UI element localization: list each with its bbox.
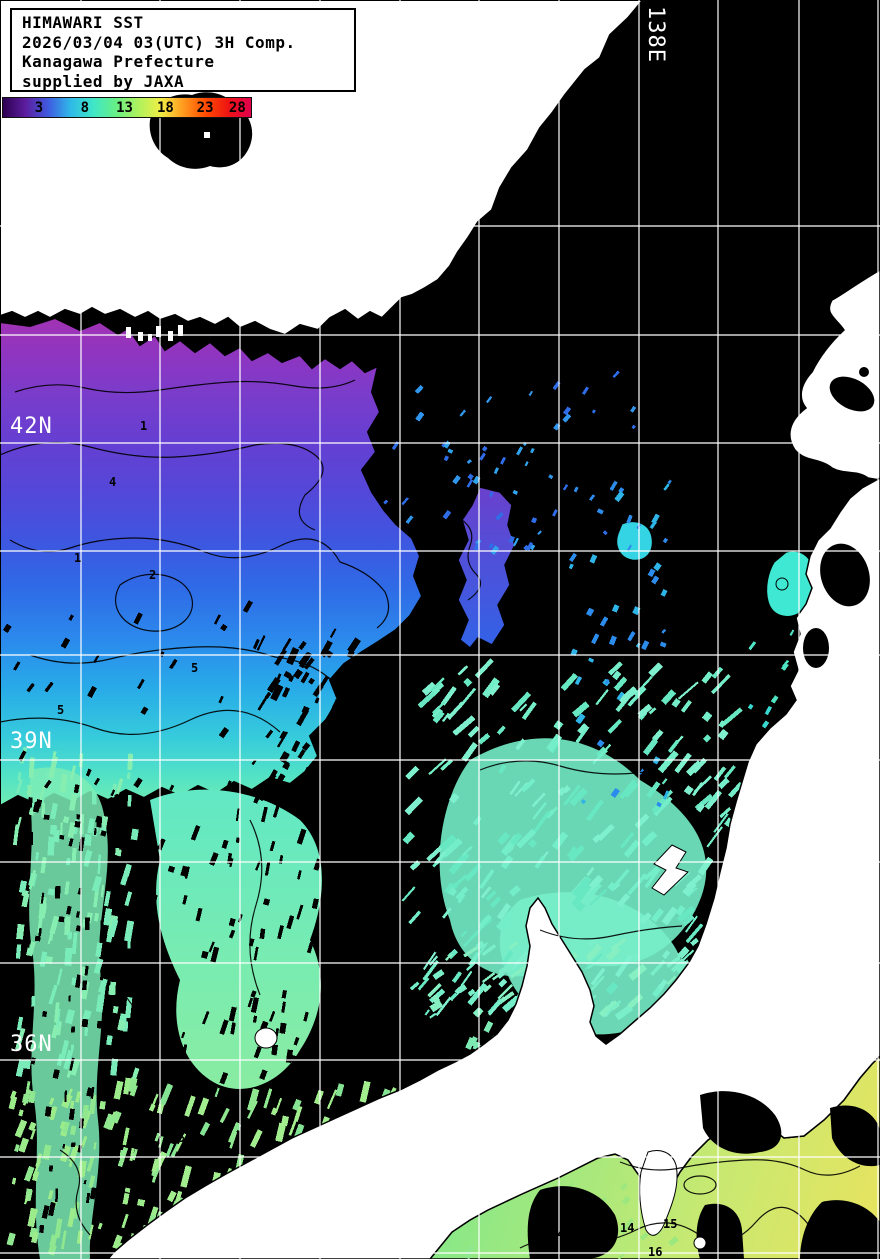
contour-value-label: 2 (149, 568, 157, 582)
mint-sst-mass-left (150, 789, 322, 1089)
islet-bay-2 (204, 132, 210, 138)
detached-purple-sst-patch (457, 486, 516, 650)
colorbar-tick-label: 18 (157, 100, 174, 116)
nodata-hole-tohoku (803, 628, 829, 668)
colorbar-tick-label: 28 (228, 100, 246, 116)
land-hokkaido-sw (789, 269, 880, 481)
temperature-colorbar: 3 8 13 18 23 28 (2, 97, 252, 118)
colorbar-tick-label: 13 (116, 100, 133, 116)
contour-value-label: 15 (663, 1217, 678, 1231)
contour-loop-east-patch (775, 577, 789, 591)
land-honshu (107, 477, 880, 1259)
colorbar-tick-label: 23 (196, 100, 214, 116)
latitude-label: 39N (10, 729, 53, 754)
nodata-sagami-west (527, 1186, 619, 1259)
contour-value-label: 14 (620, 1221, 635, 1235)
nodata-pacific-1 (696, 1203, 744, 1259)
contour-value-label: 1 (428, 417, 436, 431)
latitude-label: 36N (10, 1032, 53, 1057)
title-line-region: Kanagawa Prefecture (22, 52, 215, 71)
nodata-mutsu-bay (820, 543, 870, 607)
longitude-label: 138E (643, 6, 668, 63)
coast-harbor-specks (126, 325, 183, 341)
island-oki (254, 1027, 278, 1049)
nodata-kashima (830, 1105, 880, 1167)
contour-value-label: 5 (191, 661, 199, 675)
nodata-hole-hokkaido (829, 376, 875, 412)
contour-value-label: 5 (178, 1131, 186, 1145)
islet-izu-oshima (693, 1236, 707, 1250)
colorbar-tick-label: 3 (34, 100, 44, 116)
nodata-pacific-corner (800, 1200, 880, 1259)
title-line-source: supplied by JAXA (22, 71, 185, 91)
cyan-sst-patch-mid (616, 521, 653, 561)
title-box: HIMAWARI SST 2026/03/04 03(UTC) 3H Comp.… (10, 8, 356, 92)
latitude-label: 42N (10, 414, 53, 439)
contour-value-label: 14 (550, 1227, 565, 1241)
title-line-datetime: 2026/03/04 03(UTC) 3H Comp. (22, 32, 296, 52)
contour-value-label: 16 (648, 1245, 663, 1259)
contour-value-label: 15 (733, 1130, 748, 1144)
island-sado (651, 844, 689, 896)
contour-value-label: 1 (74, 551, 82, 565)
colorbar-tick-label: 8 (80, 100, 90, 116)
title-line-product: HIMAWARI SST (22, 13, 144, 32)
sst-contour-lines (0, 379, 861, 1249)
nodata-dot-hokkaido (859, 367, 869, 377)
contour-value-label: 1 (140, 419, 148, 433)
islet-small-1 (724, 1052, 732, 1060)
contour-value-label: 5 (57, 703, 65, 717)
contour-value-label: 4 (109, 475, 117, 489)
nodata-tokyo-bay (700, 1091, 782, 1154)
